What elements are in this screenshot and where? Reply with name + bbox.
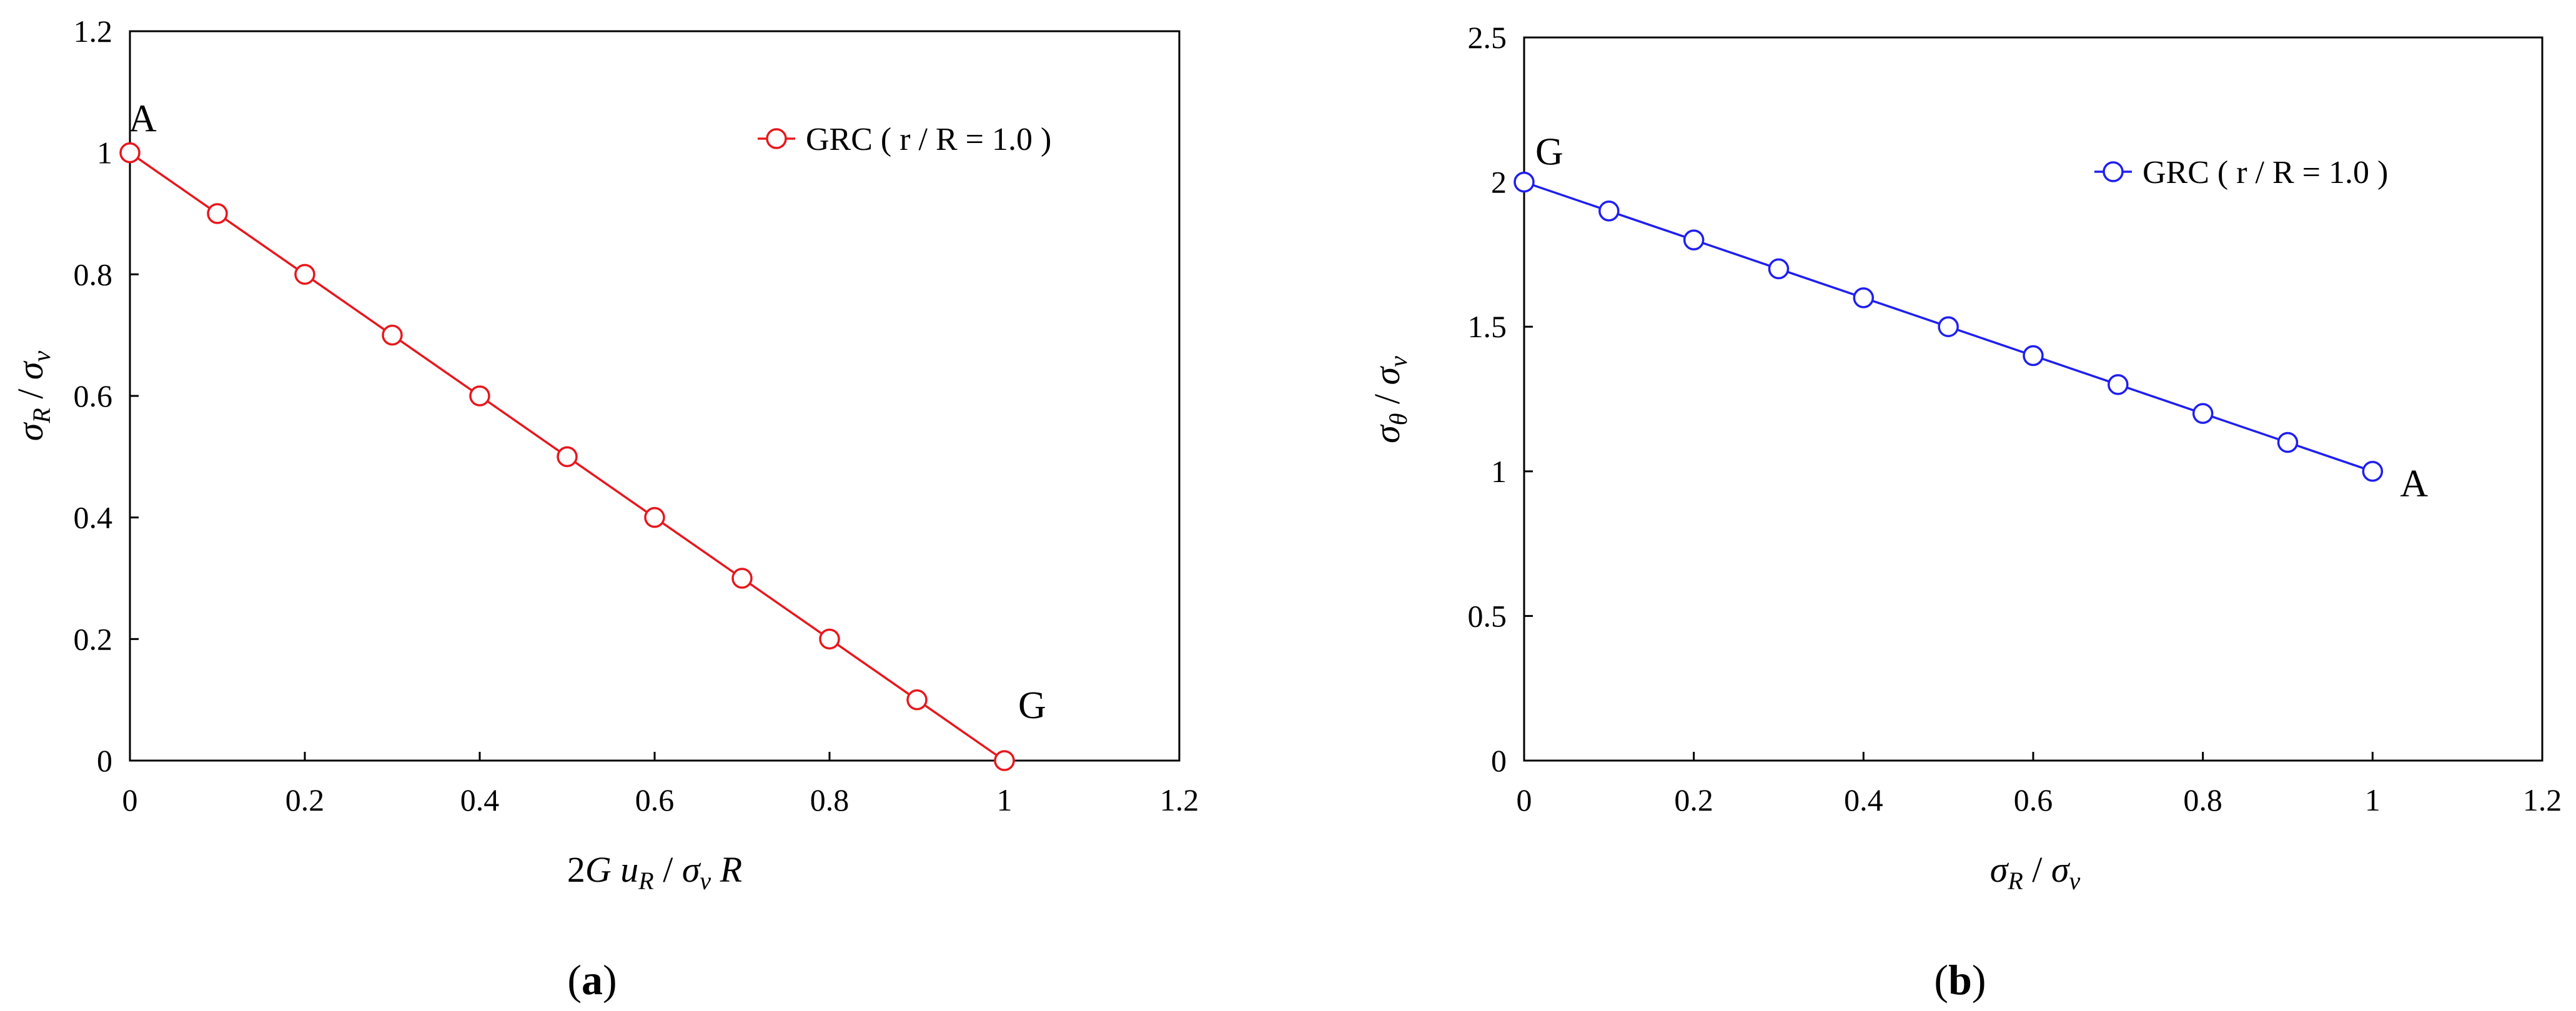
data-point (1768, 258, 1790, 280)
y-tick-label: 1.5 (1468, 309, 1507, 344)
data-point (1683, 229, 1705, 250)
point-annotations-b: GA (1535, 131, 2428, 505)
y-tick-label: 1 (97, 136, 112, 170)
x-tick-label: 0.2 (285, 782, 325, 817)
chart-panel-b: 0 0.2 0.4 0.6 0.8 1 1.2 00.511.522.5 GA GRC ( … (1367, 20, 2562, 1004)
point-annotation: G (1535, 131, 1563, 174)
y-axis-label-a: σR / σv (10, 350, 56, 441)
x-tick-label: 0 (1517, 782, 1532, 817)
x-tick-label: 1.2 (1160, 782, 1199, 817)
y-tick-label: 0.8 (74, 257, 113, 292)
point-annotation: A (2400, 463, 2428, 505)
x-tick-label: 0.4 (1844, 782, 1883, 817)
data-point (119, 142, 141, 164)
x-axis-ticks-b: 0 0.2 0.4 0.6 0.8 1 1.2 (1517, 752, 2562, 817)
x-tick-label: 0.6 (635, 782, 675, 817)
y-tick-label: 0 (1491, 743, 1507, 778)
data-point (382, 324, 403, 346)
legend-marker-b (2103, 161, 2124, 182)
legend-marker-a (766, 128, 787, 149)
y-tick-label: 1.2 (74, 14, 113, 49)
data-point (994, 750, 1015, 771)
y-tick-label: 0.6 (74, 378, 113, 413)
x-tick-label: 0.2 (1674, 782, 1713, 817)
point-annotation: G (1018, 684, 1046, 727)
y-tick-label: 0 (97, 743, 112, 778)
chart-panel-a: 0 0.2 0.4 0.6 0.8 1 1.2 00.20.40.60.811.2 AG G… (10, 14, 1199, 1004)
point-annotations-a: AG (129, 98, 1046, 727)
y-axis-ticks-a: 0 0.2 0.4 0.6 0.8 1 1.2 (74, 14, 139, 778)
x-tick-label: 0.8 (810, 782, 850, 817)
legend-b: GRC ( r / R = 1.0 ) (2094, 155, 2388, 190)
data-point (906, 689, 928, 711)
x-tick-label: 0 (122, 782, 138, 817)
data-point (207, 203, 228, 224)
x-tick-label: 0.6 (2014, 782, 2053, 817)
y-tick-label: 0.4 (74, 500, 113, 535)
y-tick-label: 1 (1491, 454, 1507, 489)
data-point (1938, 316, 1959, 337)
y-tick-label: 2.5 (1468, 20, 1507, 55)
data-point (819, 628, 840, 650)
data-point (469, 385, 490, 407)
data-point (644, 506, 665, 528)
data-point (2023, 345, 2044, 367)
x-axis-ticks-a: 0 0.2 0.4 0.6 0.8 1 1.2 (122, 752, 1199, 817)
x-axis-label-b: σR / σv (1990, 849, 2081, 895)
data-point (1513, 171, 1535, 193)
x-tick-label: 0.4 (460, 782, 500, 817)
data-point (2277, 432, 2299, 453)
data-point (2362, 461, 2384, 482)
x-tick-label: 1 (997, 782, 1013, 817)
panel-label-a: (a) (567, 956, 617, 1004)
y-tick-label: 0.2 (74, 621, 113, 656)
y-axis-label-b: σθ / σv (1367, 356, 1412, 443)
y-axis-ticks-b: 0 0.5 1 1.5 2 2.5 (1468, 20, 1533, 778)
data-point (294, 264, 315, 285)
series-group-a (119, 142, 1015, 771)
data-point (2192, 403, 2214, 424)
x-tick-label: 1.2 (2523, 782, 2562, 817)
data-point (731, 568, 753, 589)
y-tick-label: 0.5 (1468, 598, 1507, 633)
y-tick-label: 2 (1491, 165, 1507, 200)
plot-frame-b (1523, 36, 2544, 762)
x-tick-label: 1 (2365, 782, 2380, 817)
x-axis-label-a: 2G uR / σv R (567, 849, 742, 895)
legend-label-a: GRC ( r / R = 1.0 ) (806, 122, 1051, 157)
data-point (557, 446, 578, 468)
panel-label-b: (b) (1934, 956, 1986, 1004)
point-annotation: A (129, 98, 157, 141)
data-point (1598, 200, 1620, 222)
series-group-b (1513, 171, 2384, 482)
data-point (2108, 374, 2129, 395)
legend-a: GRC ( r / R = 1.0 ) (758, 122, 1051, 157)
x-tick-label: 0.8 (2183, 782, 2222, 817)
legend-label-b: GRC ( r / R = 1.0 ) (2143, 155, 2388, 190)
data-point (1853, 287, 1875, 308)
